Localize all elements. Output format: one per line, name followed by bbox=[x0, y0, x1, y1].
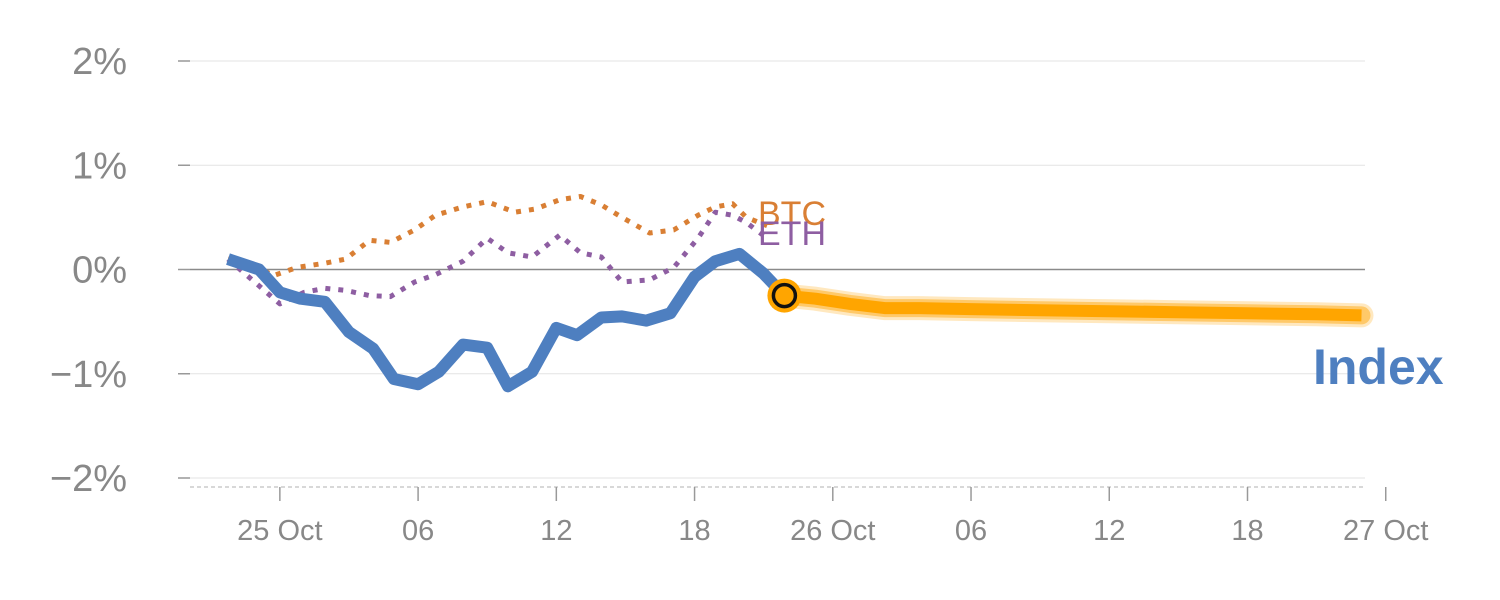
axis-layer: 2% 1% 0% −1% −2% 25 Oct 06 12 18 26 Oct 06 12 18 27 O… bbox=[50, 41, 1429, 547]
x-tick-label: 26 Oct bbox=[790, 515, 875, 547]
x-tick-label: 18 bbox=[678, 515, 710, 547]
y-tick-label: 2% bbox=[72, 41, 127, 83]
current-point-marker bbox=[771, 282, 798, 309]
btc-series-label: BTC bbox=[758, 195, 826, 233]
x-tick-label: 25 Oct bbox=[237, 515, 322, 547]
y-tick-label: 1% bbox=[72, 145, 127, 187]
eth-series-label: ETH bbox=[758, 215, 826, 253]
x-tick-label: 12 bbox=[1093, 515, 1125, 547]
x-tick-label: 12 bbox=[540, 515, 572, 547]
x-tick-label: 18 bbox=[1231, 515, 1263, 547]
grid-layer bbox=[190, 60, 1365, 479]
x-tick-label: 06 bbox=[402, 515, 434, 547]
x-tick-label: 27 Oct bbox=[1343, 515, 1428, 547]
btc-series-line bbox=[227, 194, 769, 279]
y-tick-label: −2% bbox=[50, 458, 127, 500]
index-series-line bbox=[226, 247, 789, 393]
y-tick-label: −1% bbox=[50, 354, 127, 396]
x-tick-label: 06 bbox=[955, 515, 987, 547]
series-layer bbox=[226, 194, 1374, 393]
index-series-label: Index bbox=[1313, 339, 1444, 395]
label-layer: BTC ETH Index bbox=[758, 195, 1444, 395]
index-forecast-line bbox=[783, 289, 1362, 322]
y-tick-label: 0% bbox=[72, 250, 127, 292]
